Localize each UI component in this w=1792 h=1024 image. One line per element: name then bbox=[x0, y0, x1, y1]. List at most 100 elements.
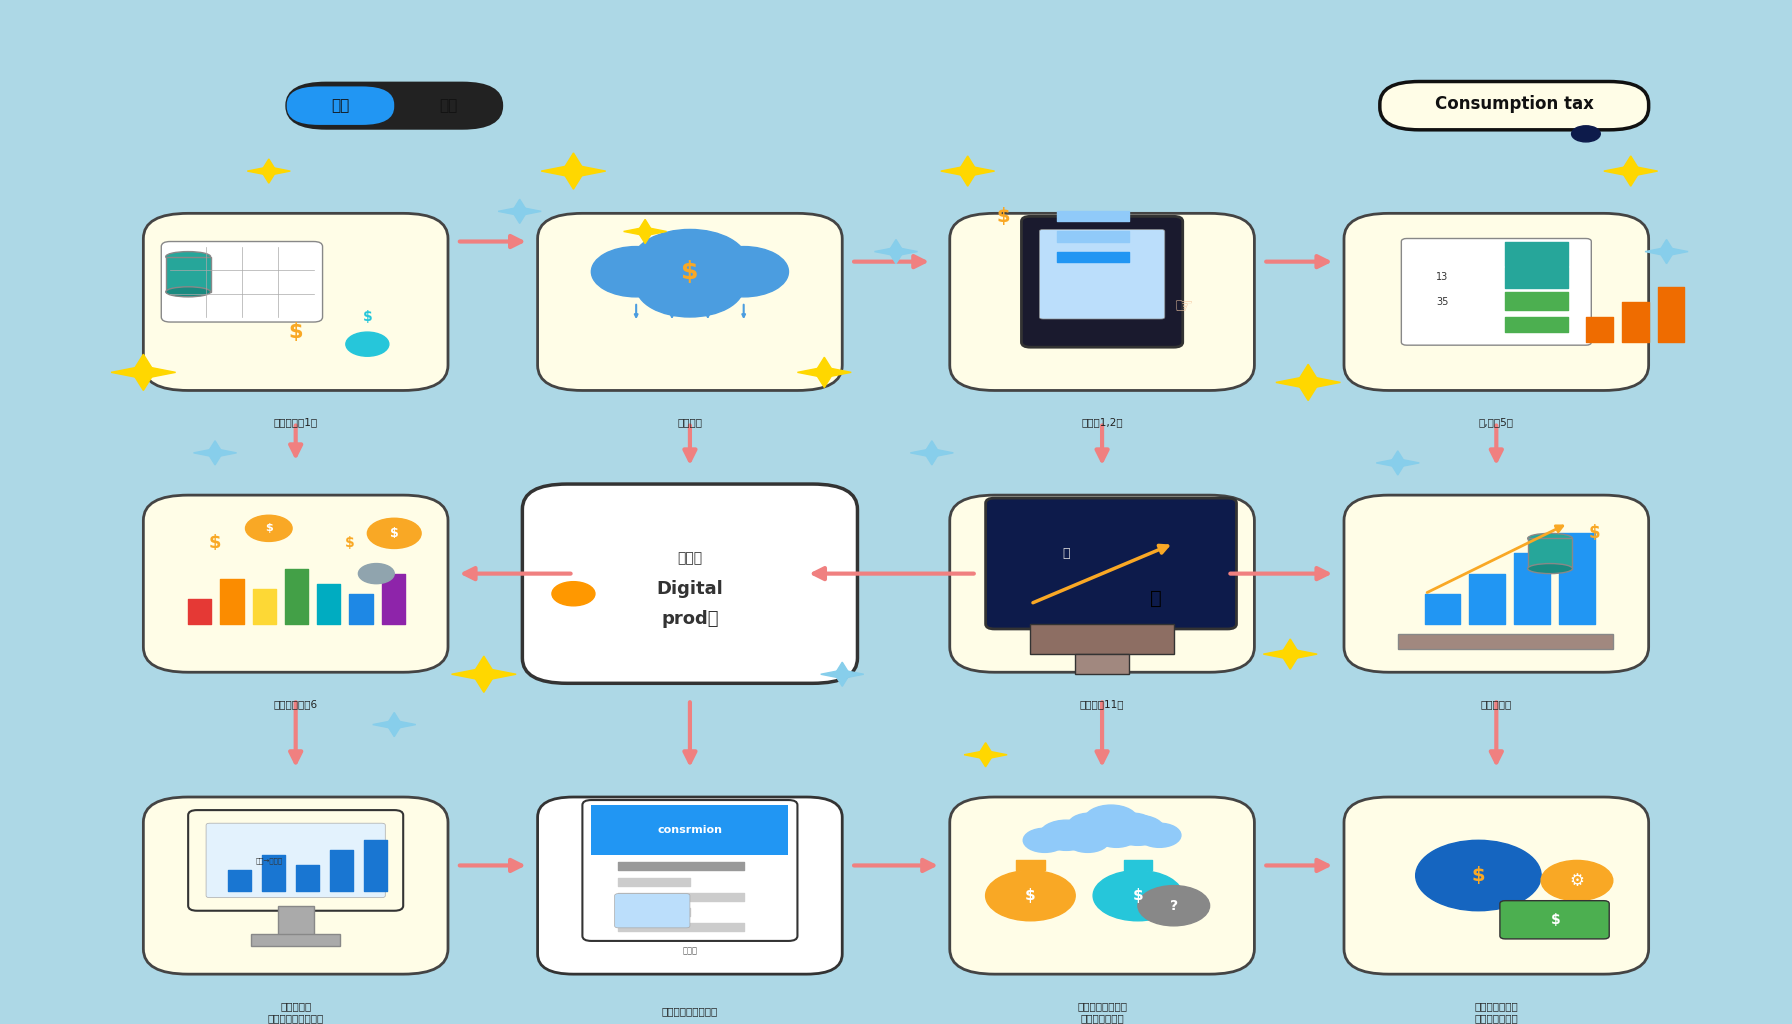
Text: 本局: 本局 bbox=[332, 98, 349, 114]
Text: ア,脳座5方: ア,脳座5方 bbox=[1478, 418, 1514, 428]
Text: $: $ bbox=[1550, 912, 1561, 927]
Circle shape bbox=[367, 518, 421, 549]
Polygon shape bbox=[373, 720, 416, 729]
FancyBboxPatch shape bbox=[143, 496, 448, 672]
Circle shape bbox=[1111, 815, 1165, 846]
FancyBboxPatch shape bbox=[1021, 216, 1183, 347]
Polygon shape bbox=[262, 159, 276, 183]
Circle shape bbox=[1138, 886, 1210, 926]
Bar bbox=[1075, 654, 1129, 674]
Bar bbox=[1529, 539, 1573, 568]
FancyBboxPatch shape bbox=[950, 213, 1254, 390]
Circle shape bbox=[591, 247, 681, 297]
Circle shape bbox=[986, 870, 1075, 921]
Circle shape bbox=[1084, 805, 1138, 836]
Text: 税フールー購入方法: 税フールー購入方法 bbox=[661, 1007, 719, 1017]
Polygon shape bbox=[889, 240, 903, 263]
Text: $: $ bbox=[1133, 888, 1143, 903]
Polygon shape bbox=[1281, 639, 1299, 670]
Polygon shape bbox=[133, 354, 154, 390]
Circle shape bbox=[1138, 823, 1181, 847]
Text: Consumption tax: Consumption tax bbox=[1435, 94, 1593, 113]
Text: 購購購購購: 購購購購購 bbox=[1480, 699, 1512, 710]
Text: 賭て脳炎座1化: 賭て脳炎座1化 bbox=[274, 418, 317, 428]
Text: $: $ bbox=[210, 535, 220, 552]
Polygon shape bbox=[797, 367, 851, 378]
FancyBboxPatch shape bbox=[523, 484, 858, 683]
FancyBboxPatch shape bbox=[1344, 797, 1649, 974]
Circle shape bbox=[633, 229, 747, 294]
Polygon shape bbox=[815, 357, 833, 387]
Text: prod業: prod業 bbox=[661, 610, 719, 628]
Polygon shape bbox=[1645, 248, 1688, 256]
Circle shape bbox=[246, 515, 292, 542]
FancyBboxPatch shape bbox=[143, 797, 448, 974]
Text: $: $ bbox=[1590, 524, 1600, 543]
Ellipse shape bbox=[167, 287, 211, 297]
Text: $: $ bbox=[1025, 888, 1036, 903]
Text: ?: ? bbox=[1170, 899, 1177, 912]
Text: 脱〈→転上格: 脱〈→転上格 bbox=[254, 857, 283, 863]
Circle shape bbox=[1541, 860, 1613, 901]
Polygon shape bbox=[513, 200, 527, 223]
FancyBboxPatch shape bbox=[986, 498, 1236, 629]
Polygon shape bbox=[638, 219, 652, 244]
Polygon shape bbox=[874, 248, 918, 256]
Text: 🛒: 🛒 bbox=[1150, 589, 1161, 608]
Polygon shape bbox=[925, 440, 939, 465]
Circle shape bbox=[636, 257, 744, 317]
Circle shape bbox=[1093, 870, 1183, 921]
FancyBboxPatch shape bbox=[1344, 496, 1649, 672]
Text: Digital: Digital bbox=[656, 580, 724, 598]
Text: ☞: ☞ bbox=[1172, 297, 1193, 317]
FancyBboxPatch shape bbox=[1380, 82, 1649, 130]
Text: $: $ bbox=[362, 310, 373, 324]
Bar bbox=[167, 257, 211, 292]
Circle shape bbox=[346, 332, 389, 356]
Text: $: $ bbox=[996, 207, 1011, 226]
Polygon shape bbox=[563, 153, 584, 189]
FancyBboxPatch shape bbox=[1500, 901, 1609, 939]
Ellipse shape bbox=[1527, 563, 1573, 573]
Polygon shape bbox=[194, 449, 237, 457]
Text: $: $ bbox=[265, 523, 272, 534]
Circle shape bbox=[1066, 828, 1109, 852]
Polygon shape bbox=[1622, 156, 1640, 186]
Bar bbox=[1030, 624, 1174, 654]
FancyBboxPatch shape bbox=[1039, 229, 1165, 319]
Text: 購購第費11・: 購購第費11・ bbox=[1081, 699, 1124, 710]
FancyBboxPatch shape bbox=[950, 496, 1254, 672]
FancyBboxPatch shape bbox=[582, 800, 797, 941]
Polygon shape bbox=[1391, 451, 1405, 475]
Circle shape bbox=[1111, 813, 1154, 838]
Circle shape bbox=[1416, 841, 1541, 910]
Text: ネーブダクト・・
産業購購購購方: ネーブダクト・・ 産業購購購購方 bbox=[1077, 1001, 1127, 1023]
Polygon shape bbox=[941, 166, 995, 176]
Circle shape bbox=[1572, 126, 1600, 142]
Circle shape bbox=[699, 247, 788, 297]
FancyBboxPatch shape bbox=[950, 797, 1254, 974]
Circle shape bbox=[358, 563, 394, 584]
Text: consrmion: consrmion bbox=[658, 825, 722, 836]
FancyBboxPatch shape bbox=[206, 823, 385, 898]
Polygon shape bbox=[1604, 166, 1658, 176]
Circle shape bbox=[1023, 828, 1066, 852]
FancyBboxPatch shape bbox=[1401, 239, 1591, 345]
Circle shape bbox=[552, 582, 595, 606]
Polygon shape bbox=[910, 449, 953, 457]
Text: $: $ bbox=[391, 527, 398, 540]
Polygon shape bbox=[959, 156, 977, 186]
Polygon shape bbox=[247, 167, 290, 175]
Polygon shape bbox=[111, 366, 176, 379]
FancyBboxPatch shape bbox=[161, 242, 323, 322]
Bar bbox=[591, 805, 788, 855]
Text: 難此: 難此 bbox=[439, 98, 457, 114]
Bar bbox=[251, 934, 340, 946]
Text: $: $ bbox=[289, 323, 303, 342]
FancyBboxPatch shape bbox=[188, 810, 403, 910]
Text: 費購費1,2・: 費購費1,2・ bbox=[1081, 418, 1124, 428]
Text: 銭: 銭 bbox=[1063, 547, 1070, 560]
Polygon shape bbox=[1297, 365, 1319, 400]
Circle shape bbox=[1095, 823, 1138, 847]
FancyBboxPatch shape bbox=[287, 86, 394, 125]
